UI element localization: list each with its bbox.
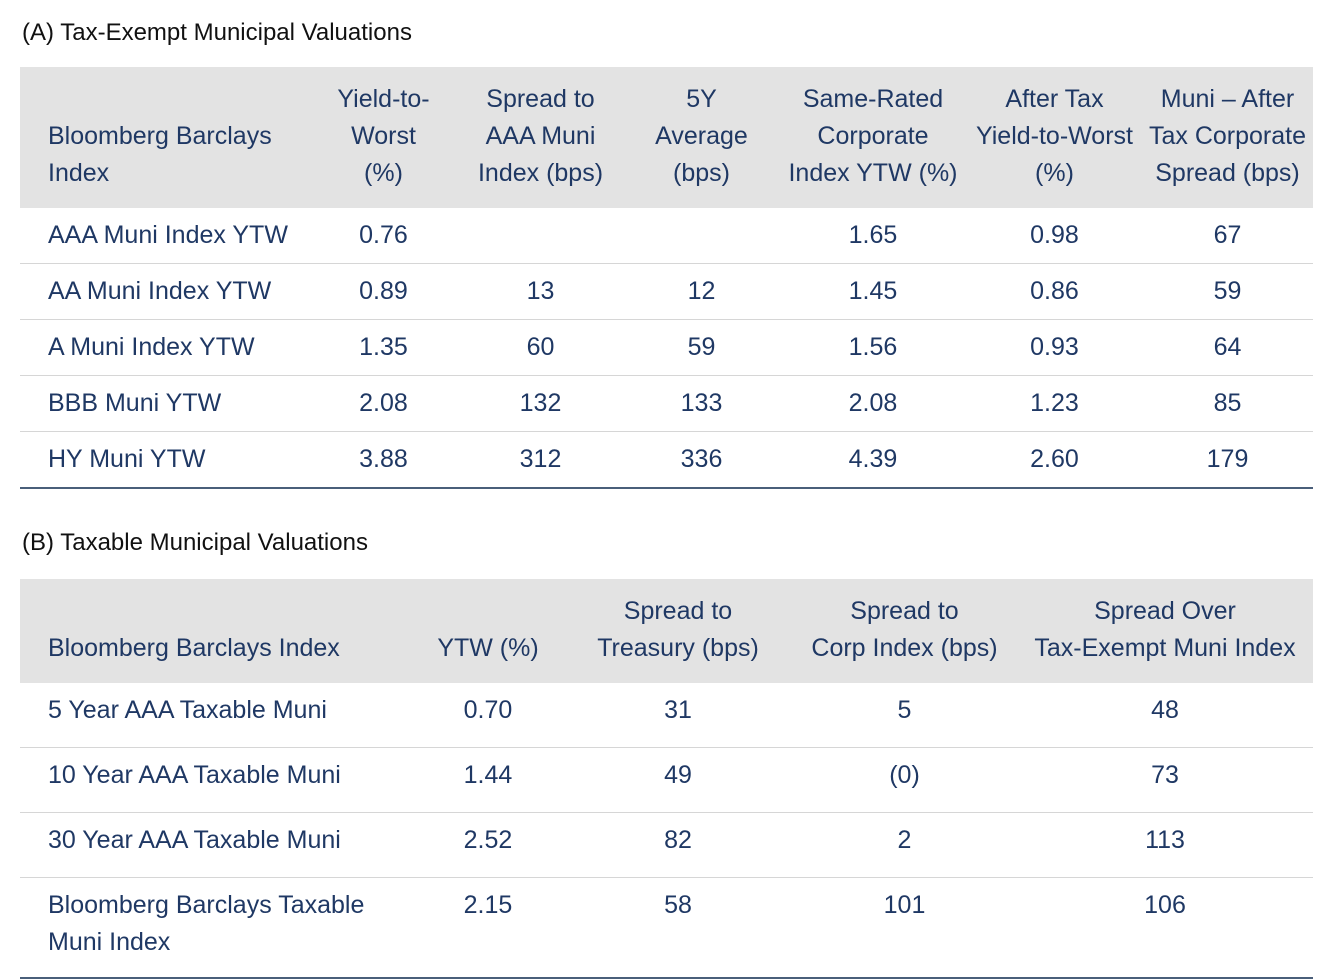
table-cell: 85 <box>1142 375 1313 432</box>
table-cell: 13 <box>457 263 624 320</box>
table-cell: 132 <box>457 375 624 432</box>
table-cell: 133 <box>624 375 779 432</box>
table-row: AAA Muni Index YTW 0.76 1.65 0.98 67 <box>20 208 1313 264</box>
taxable-valuations-table: Bloomberg Barclays Index YTW (%) Spread … <box>20 579 1313 979</box>
table-cell: 60 <box>457 319 624 376</box>
table-cell: 1.44 <box>412 747 564 813</box>
column-header: 5Y Average (bps) <box>624 67 779 208</box>
table-cell: 58 <box>564 877 792 979</box>
row-label: 5 Year AAA Taxable Muni <box>20 683 412 748</box>
table-cell: 106 <box>1017 877 1313 979</box>
table-cell: 0.70 <box>412 683 564 748</box>
table-row: 10 Year AAA Taxable Muni 1.44 49 (0) 73 <box>20 747 1313 813</box>
table-cell: 73 <box>1017 747 1313 813</box>
table-cell: 2.60 <box>967 431 1142 489</box>
table-cell: 113 <box>1017 812 1313 878</box>
table-cell: 1.56 <box>779 319 967 376</box>
table-cell: 59 <box>1142 263 1313 320</box>
section-a-title: (A) Tax-Exempt Municipal Valuations <box>22 19 412 46</box>
table-cell <box>624 208 779 264</box>
column-header: Spread to Corp Index (bps) <box>792 579 1017 683</box>
table-cell: 312 <box>457 431 624 489</box>
table-cell: 0.89 <box>310 263 457 320</box>
table-cell: 336 <box>624 431 779 489</box>
table-cell: 31 <box>564 683 792 748</box>
table-row: Bloomberg Barclays Taxable Muni Index 2.15… <box>20 877 1313 979</box>
table-cell: 0.93 <box>967 319 1142 376</box>
table-cell: 3.88 <box>310 431 457 489</box>
row-label: BBB Muni YTW <box>20 375 310 432</box>
column-header: YTW (%) <box>412 579 564 683</box>
table-cell: 82 <box>564 812 792 878</box>
column-header: Spread to Treasury (bps) <box>564 579 792 683</box>
table-cell: 101 <box>792 877 1017 979</box>
column-header: Spread Over Tax-Exempt Muni Index <box>1017 579 1313 683</box>
table-cell: 64 <box>1142 319 1313 376</box>
table-cell: 0.86 <box>967 263 1142 320</box>
table-cell: 2.52 <box>412 812 564 878</box>
table-cell: 1.35 <box>310 319 457 376</box>
column-header: Bloomberg Barclays Index <box>20 67 310 208</box>
table-row: A Muni Index YTW 1.35 60 59 1.56 0.93 64 <box>20 319 1313 376</box>
table-cell: 2.15 <box>412 877 564 979</box>
table-cell: 2 <box>792 812 1017 878</box>
row-label: 10 Year AAA Taxable Muni <box>20 747 412 813</box>
row-label: HY Muni YTW <box>20 431 310 489</box>
tax-exempt-valuations-table: Bloomberg Barclays Index Yield-to-Worst (%… <box>20 67 1313 489</box>
column-header: Same-Rated Corporate Index YTW (%) <box>779 67 967 208</box>
row-label: AAA Muni Index YTW <box>20 208 310 264</box>
column-header: Spread to AAA Muni Index (bps) <box>457 67 624 208</box>
table-cell: 4.39 <box>779 431 967 489</box>
table-cell: 49 <box>564 747 792 813</box>
table-cell: 1.23 <box>967 375 1142 432</box>
row-label: 30 Year AAA Taxable Muni <box>20 812 412 878</box>
table-cell <box>457 208 624 264</box>
table-row: 30 Year AAA Taxable Muni 2.52 82 2 113 <box>20 812 1313 878</box>
row-label: A Muni Index YTW <box>20 319 310 376</box>
column-header: After Tax Yield-to-Worst (%) <box>967 67 1142 208</box>
column-header: Muni – After Tax Corporate Spread (bps) <box>1142 67 1313 208</box>
table-row: HY Muni YTW 3.88 312 336 4.39 2.60 179 <box>20 431 1313 489</box>
table-row: 5 Year AAA Taxable Muni 0.70 31 5 48 <box>20 683 1313 748</box>
table-cell: 0.98 <box>967 208 1142 264</box>
table-row: AA Muni Index YTW 0.89 13 12 1.45 0.86 59 <box>20 263 1313 320</box>
table-cell: 2.08 <box>779 375 967 432</box>
table-cell: 2.08 <box>310 375 457 432</box>
row-label: Bloomberg Barclays Taxable Muni Index <box>20 877 412 979</box>
table-cell: 48 <box>1017 683 1313 748</box>
table-cell: 67 <box>1142 208 1313 264</box>
table-cell: 179 <box>1142 431 1313 489</box>
table-row: BBB Muni YTW 2.08 132 133 2.08 1.23 85 <box>20 375 1313 432</box>
column-header: Yield-to-Worst (%) <box>310 67 457 208</box>
table-cell: 59 <box>624 319 779 376</box>
row-label: AA Muni Index YTW <box>20 263 310 320</box>
table-cell: 1.45 <box>779 263 967 320</box>
section-b-title: (B) Taxable Municipal Valuations <box>22 529 368 556</box>
table-header-row: Bloomberg Barclays Index Yield-to-Worst (%… <box>20 67 1313 208</box>
table-cell: 1.65 <box>779 208 967 264</box>
table-cell: (0) <box>792 747 1017 813</box>
table-header-row: Bloomberg Barclays Index YTW (%) Spread … <box>20 579 1313 683</box>
table-cell: 0.76 <box>310 208 457 264</box>
column-header: Bloomberg Barclays Index <box>20 579 412 683</box>
table-cell: 12 <box>624 263 779 320</box>
table-cell: 5 <box>792 683 1017 748</box>
